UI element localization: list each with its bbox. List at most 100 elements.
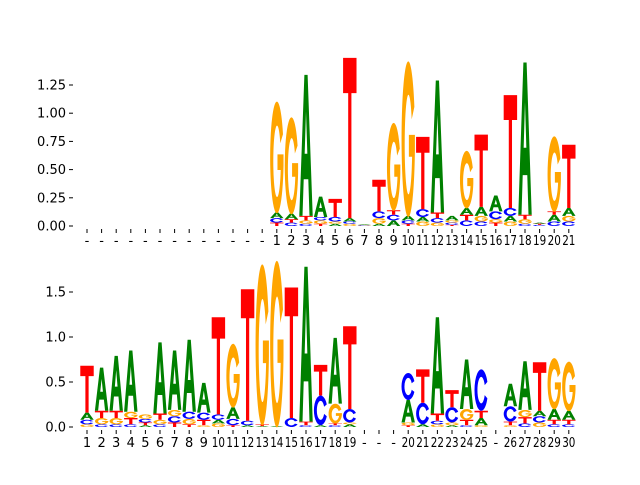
x-tick-label: 12 <box>241 436 254 451</box>
logo-letter-C <box>503 406 517 422</box>
logo-letter-A <box>503 383 518 407</box>
x-tick-label: 11 <box>226 436 239 451</box>
logo-letter-T <box>328 198 342 217</box>
logo-letter-G <box>94 418 109 425</box>
logo-letter-A <box>197 382 211 413</box>
logo-letter-A <box>138 425 153 427</box>
logo-letter-C <box>430 420 444 425</box>
x-tick-label: - <box>128 234 133 249</box>
logo-letter-A <box>80 412 94 420</box>
x-tick-label: 22 <box>431 436 444 451</box>
logo-letter-T <box>328 423 342 426</box>
logo-letter-C <box>270 218 283 223</box>
bottom-logo-panel: 0.00.51.01.51 2 3 4 5 6 7 8 9 10 11 12 13 14 15 16 17 18 1… <box>45 260 576 451</box>
logo-letter-G <box>459 409 474 420</box>
logo-letter-G <box>343 223 357 227</box>
logo-letter-C <box>547 424 561 427</box>
logo-letter-C <box>94 424 108 427</box>
logo-letter-T <box>270 222 284 226</box>
x-tick-label: 16 <box>489 234 502 249</box>
logo-letter-C <box>445 407 459 423</box>
logo-letter-A <box>270 212 284 219</box>
logo-letter-C <box>284 418 298 427</box>
logo-letter-T <box>197 419 211 426</box>
logo-letter-C <box>328 216 342 222</box>
x-tick-label: 19 <box>343 436 356 451</box>
logo-letter-T <box>313 223 328 226</box>
logo-letter-G <box>299 220 313 224</box>
logo-letter-C <box>226 418 240 426</box>
logo-letter-G <box>153 419 167 425</box>
logo-letter-A <box>328 337 342 404</box>
logo-letter-T <box>182 424 196 427</box>
logo-letter-C <box>211 414 225 420</box>
x-tick-label: - <box>201 234 206 249</box>
logo-letter-G <box>430 424 445 428</box>
logo-letter-A <box>167 350 182 410</box>
logo-letter-A <box>518 62 532 215</box>
logo-letter-G <box>270 101 284 214</box>
y-tick-label: 0.50 <box>37 163 66 178</box>
x-tick-label: 29 <box>548 436 561 451</box>
logo-letter-T <box>474 134 488 207</box>
logo-letter-C <box>386 214 400 221</box>
x-tick-label: - <box>99 234 104 249</box>
x-tick-label: 15 <box>285 436 298 451</box>
logo-letter-T <box>532 362 547 411</box>
logo-letter-G <box>386 122 401 211</box>
logo-letter-A <box>343 424 357 427</box>
logo-letter-T <box>489 222 503 226</box>
x-tick-label: 5 <box>331 234 339 249</box>
logo-letter-C <box>518 423 532 427</box>
top-logo-panel: 0.000.250.500.751.001.25- - - - - - - - - - - - -1 2 3… <box>37 57 576 249</box>
x-tick-label: 18 <box>329 436 342 451</box>
logo-letter-A <box>532 410 547 417</box>
logo-letter-G <box>284 117 299 215</box>
logo-letter-T <box>284 287 299 418</box>
logo-letter-G <box>474 425 488 428</box>
y-tick-label: 0.0 <box>45 421 66 436</box>
logo-letter-C <box>284 222 298 226</box>
logo-letter-C <box>503 207 517 216</box>
logo-letter-A <box>386 220 401 226</box>
logo-letter-G <box>518 219 532 224</box>
logo-letter-C <box>109 424 123 427</box>
logo-letter-A <box>284 213 299 220</box>
y-tick-label: 1.25 <box>37 79 66 94</box>
logo-letter-A <box>401 400 415 423</box>
logo-letter-G <box>503 425 518 428</box>
logo-letter-C <box>532 416 546 423</box>
logo-letter-A <box>240 425 255 427</box>
logo-letter-T <box>503 95 518 208</box>
logo-letter-C <box>167 416 181 423</box>
logo-letter-A <box>401 215 415 221</box>
logo-letter-G <box>562 215 576 222</box>
x-tick-label: 19 <box>533 234 546 249</box>
logo-letter-C <box>182 411 196 419</box>
x-tick-label: - <box>377 436 382 451</box>
x-tick-label: 21 <box>416 436 429 451</box>
logo-letter-T <box>532 223 547 225</box>
logo-letter-T <box>445 390 459 408</box>
logo-letter-G <box>328 221 342 224</box>
y-tick-label: 0.00 <box>37 220 66 235</box>
logo-letter-T <box>401 223 415 226</box>
x-tick-label: - <box>231 234 236 249</box>
x-tick-label: 4 <box>127 436 135 451</box>
x-tick-label: - <box>216 234 221 249</box>
logo-letter-C <box>489 211 502 220</box>
logo-letter-T <box>153 413 167 420</box>
logo-letter-G <box>416 221 430 227</box>
logo-letter-C <box>313 216 327 221</box>
logo-letter-G <box>328 403 342 424</box>
x-tick-label: 10 <box>212 436 225 451</box>
logo-letter-G <box>270 260 284 428</box>
logo-letter-A <box>459 359 474 409</box>
logo-letter-G <box>518 409 532 418</box>
logo-letter-C <box>313 395 327 426</box>
logo-letter-A <box>459 207 474 215</box>
y-tick-label: 0.75 <box>37 135 66 150</box>
logo-letter-A <box>299 74 313 216</box>
x-tick-label: 9 <box>200 436 208 451</box>
logo-letter-G <box>80 424 94 428</box>
